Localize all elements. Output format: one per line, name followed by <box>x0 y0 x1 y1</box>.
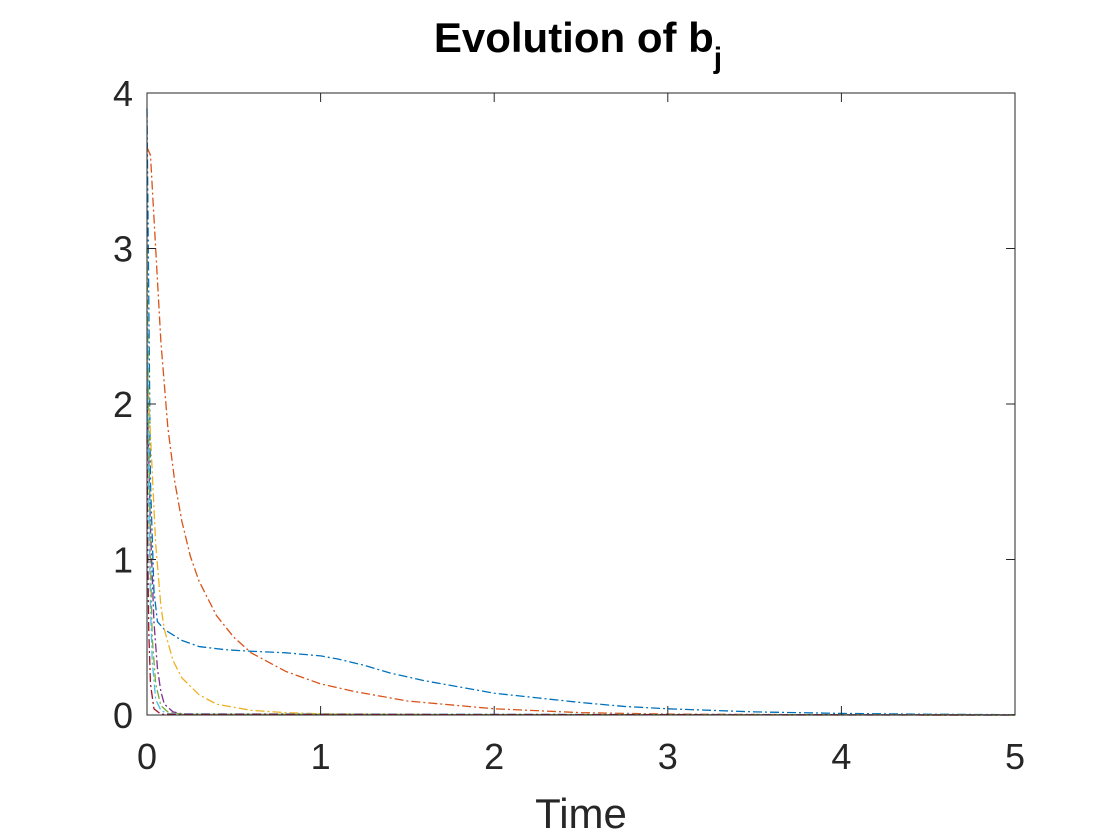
y-tick-label: 4 <box>113 73 133 114</box>
tick-layer: 0 1 2 3 4 5 0 1 2 3 4 <box>113 73 1025 777</box>
chart-title: Evolution of bj <box>434 14 722 75</box>
y-tick-label: 3 <box>113 229 133 270</box>
x-tick-label: 0 <box>137 736 157 777</box>
y-tick-label: 0 <box>113 695 133 736</box>
chart-title-subscript: j <box>713 42 722 75</box>
chart-title-main: Evolution of b <box>434 14 714 61</box>
x-tick-label: 5 <box>1005 736 1025 777</box>
series-line-2 <box>146 147 1016 716</box>
series-line-6 <box>146 310 1016 716</box>
x-tick-label: 4 <box>831 736 851 777</box>
x-tick-label: 3 <box>658 736 678 777</box>
x-tick-label: 1 <box>311 736 331 777</box>
x-tick-label: 2 <box>484 736 504 777</box>
series-line-5 <box>146 248 1016 716</box>
x-axis-label: Time <box>535 790 627 837</box>
y-tick-label: 2 <box>113 384 133 425</box>
y-tick-label: 1 <box>113 540 133 581</box>
plot-background <box>147 93 1015 715</box>
plot-area: 0 1 2 3 4 5 0 1 2 3 4 <box>113 73 1025 777</box>
